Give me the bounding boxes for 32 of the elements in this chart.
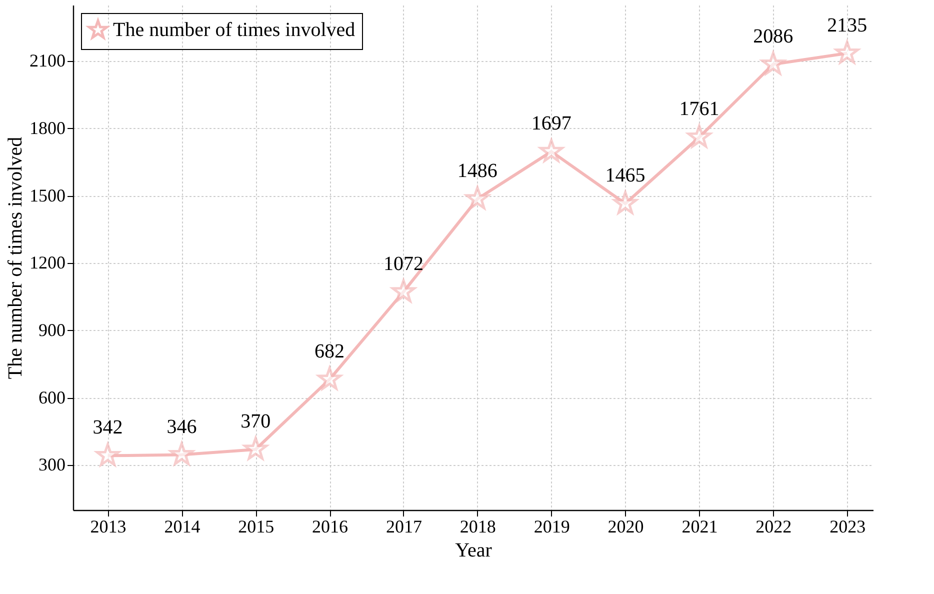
data-label: 682 <box>314 340 345 362</box>
data-label: 370 <box>240 410 271 432</box>
y-tick-label: 1500 <box>30 185 66 206</box>
data-label: 342 <box>92 416 123 439</box>
x-tick-label: 2017 <box>386 516 422 536</box>
x-tick-label: 2016 <box>312 516 348 536</box>
x-tick-label: 2022 <box>756 516 792 536</box>
y-tick-label: 1800 <box>30 118 66 138</box>
y-tick-label: 2100 <box>30 50 66 71</box>
x-tick-label: 2019 <box>534 516 570 536</box>
y-tick-label: 900 <box>38 320 66 340</box>
x-axis-title: Year <box>455 540 492 562</box>
data-label: 2086 <box>753 25 794 48</box>
data-label: 1697 <box>531 112 572 135</box>
x-tick-label: 2023 <box>830 516 866 536</box>
data-label: 1072 <box>384 252 424 275</box>
data-label: 346 <box>166 416 197 438</box>
x-tick-label: 2013 <box>90 516 126 536</box>
y-axis-title: The number of times involved <box>4 136 26 380</box>
data-label: 1761 <box>679 98 720 120</box>
x-tick-label: 2015 <box>238 516 274 536</box>
x-tick-label: 2014 <box>164 516 200 536</box>
y-tick-label: 1200 <box>30 252 66 273</box>
x-tick-label: 2020 <box>608 516 644 536</box>
x-tick-label: 2021 <box>682 516 718 536</box>
y-tick-label: 300 <box>38 454 66 475</box>
data-label: 1465 <box>605 164 646 187</box>
data-label: 1486 <box>457 160 498 182</box>
y-tick-label: 600 <box>38 387 66 408</box>
legend-label: The number of times involved <box>113 19 356 41</box>
x-tick-label: 2018 <box>460 516 496 536</box>
data-label: 2135 <box>827 14 868 36</box>
